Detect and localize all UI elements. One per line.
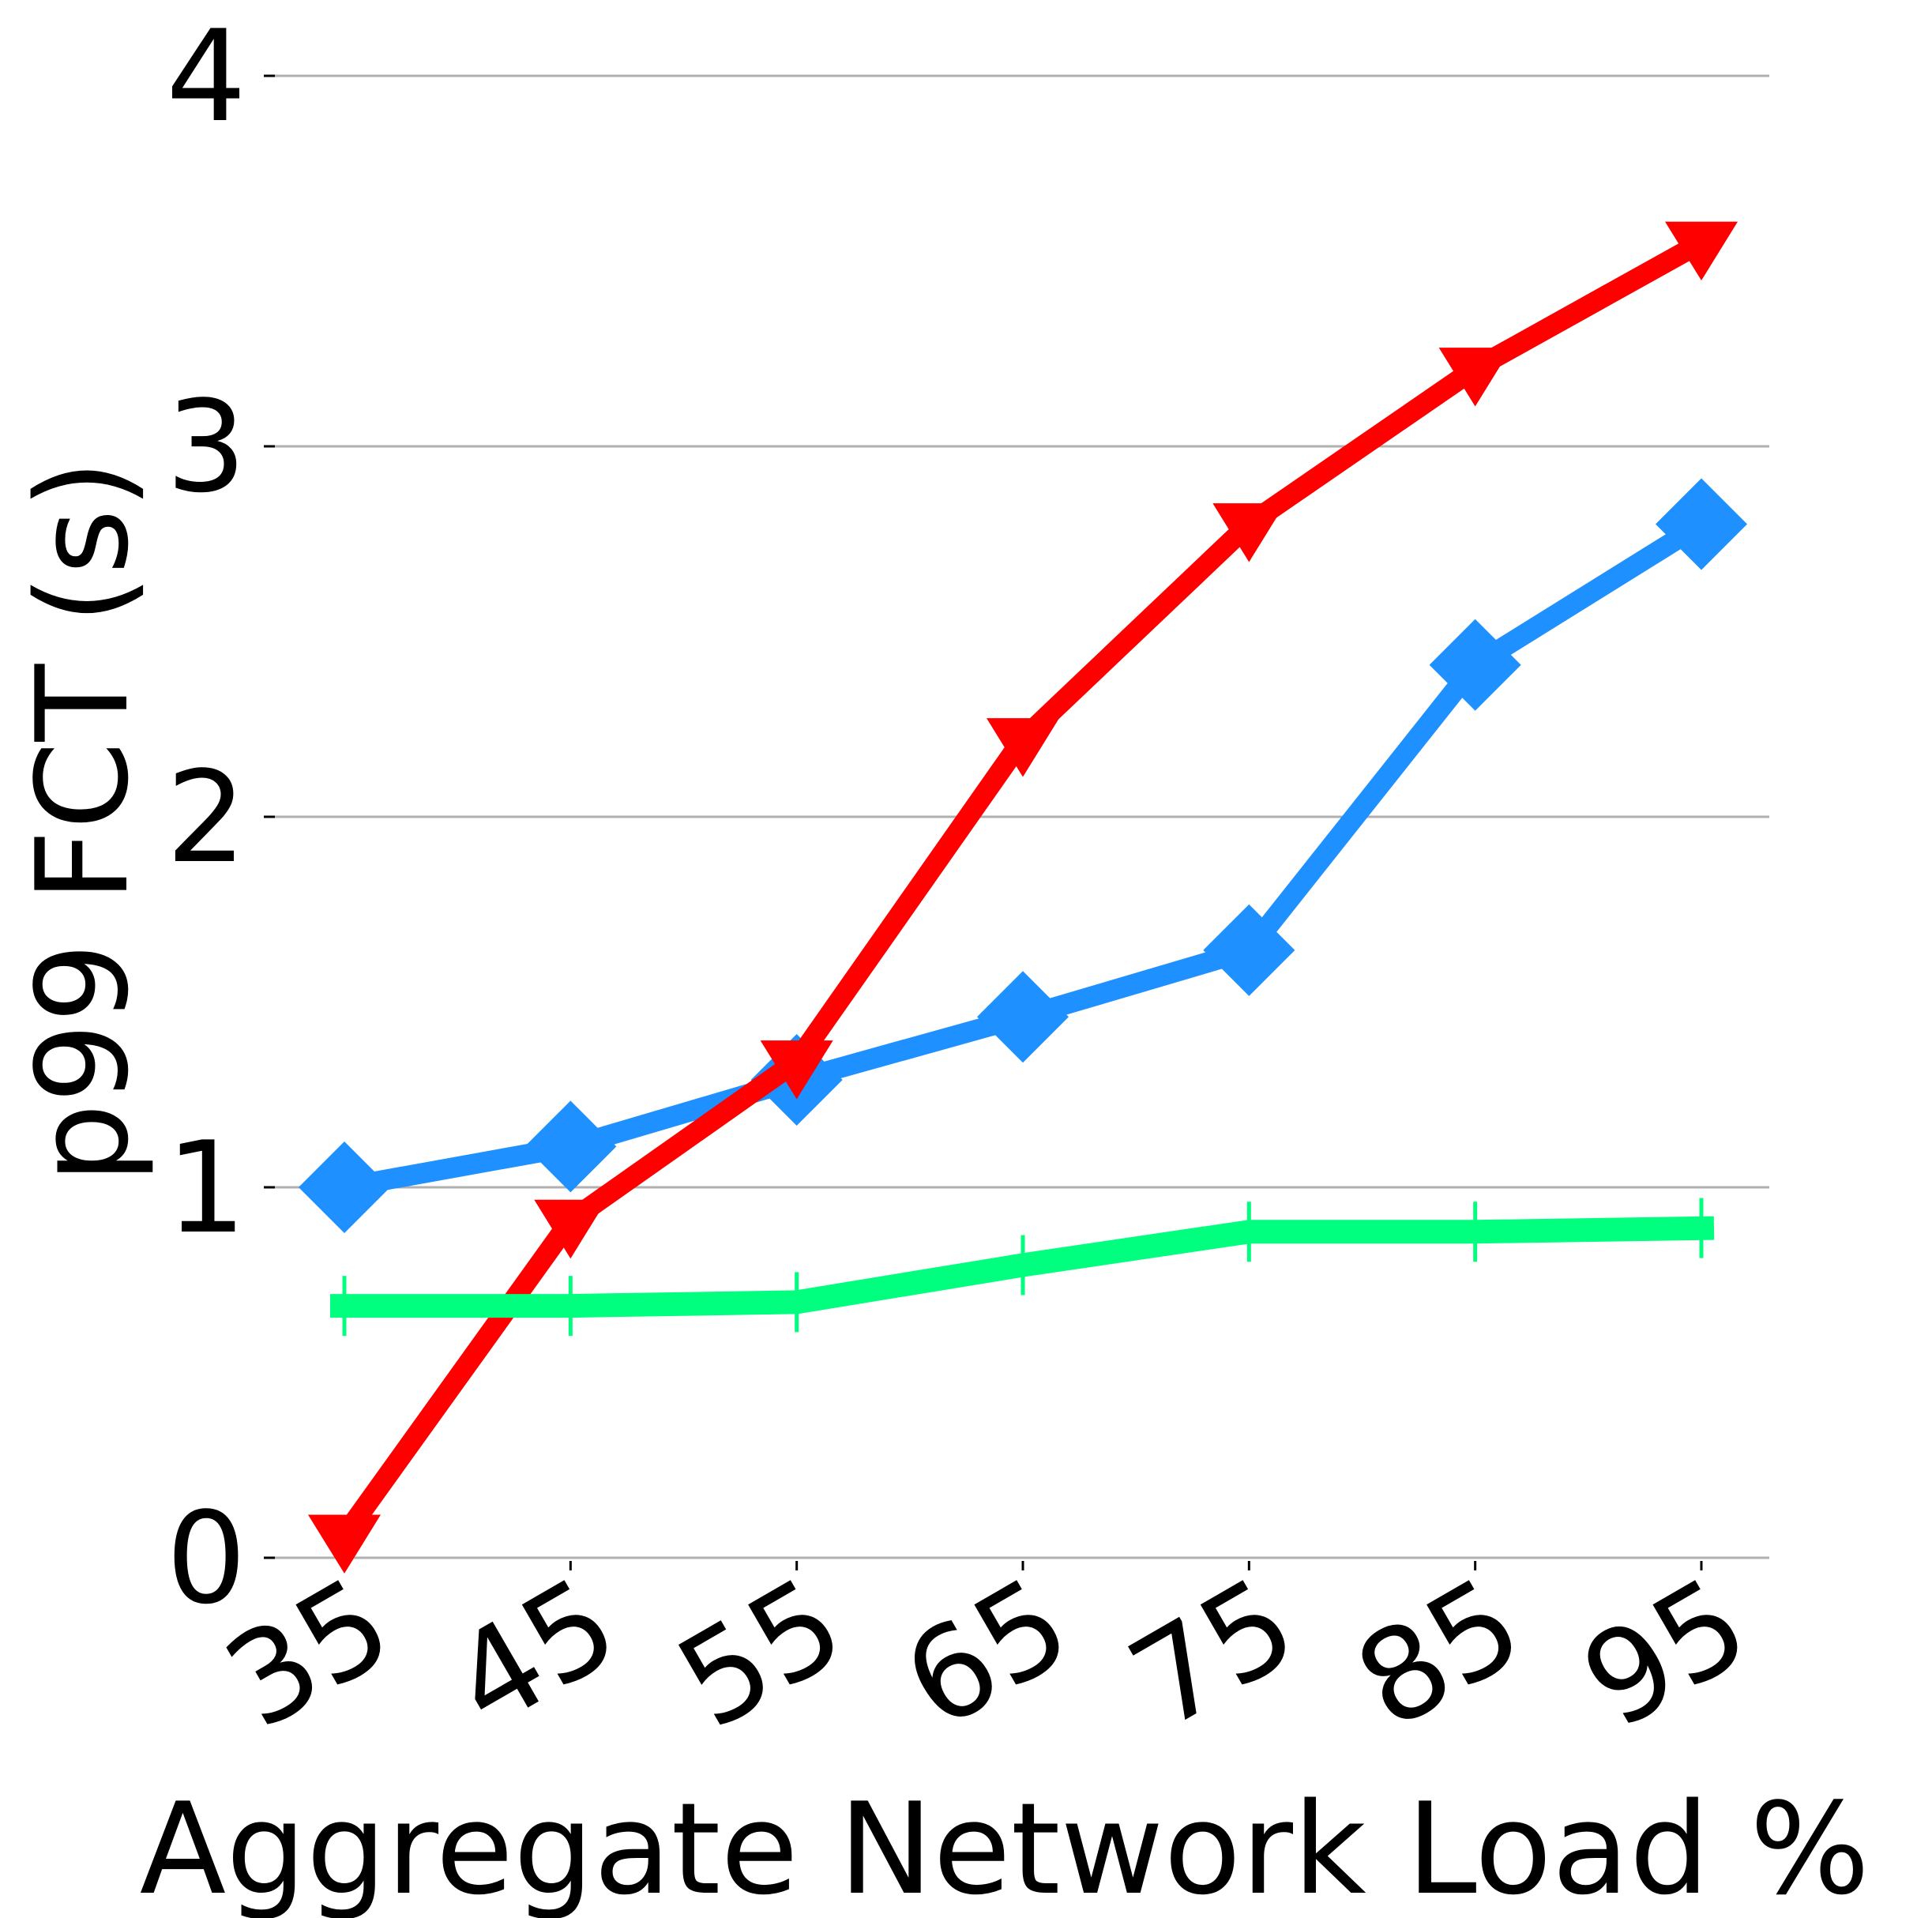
series-1 xyxy=(318,501,1728,1214)
x-tick-label: 75 xyxy=(1107,1549,1320,1758)
y-axis-label: p99 FCT (s) xyxy=(9,460,156,1184)
y-tick-label: 3 xyxy=(166,373,246,521)
series-3 xyxy=(308,221,1738,1574)
data-point xyxy=(524,1100,617,1193)
y-tick-label: 4 xyxy=(166,2,246,150)
series-2 xyxy=(299,478,1747,1233)
data-point xyxy=(1656,478,1747,570)
data-point xyxy=(308,1514,381,1574)
x-tick-label: 85 xyxy=(1332,1549,1546,1758)
data-point xyxy=(987,718,1059,777)
series-4 xyxy=(330,1198,1715,1337)
data-point xyxy=(1429,619,1521,711)
grid-lines xyxy=(272,74,1769,1559)
x-axis-label: Aggregate Network Load % xyxy=(140,1775,1870,1918)
data-point xyxy=(760,1040,833,1100)
y-tick-label: 1 xyxy=(166,1114,246,1262)
data-point xyxy=(1203,904,1295,996)
data-point xyxy=(977,971,1069,1063)
series-line xyxy=(336,233,1707,1542)
data-point xyxy=(1438,348,1512,407)
x-tick-label: 55 xyxy=(654,1549,867,1758)
y-axis: 0 1 2 3 4 xyxy=(166,2,275,1632)
x-axis: 35 45 55 65 75 85 95 xyxy=(201,1549,1772,1758)
x-tick-label: 65 xyxy=(880,1549,1093,1758)
data-point xyxy=(1665,221,1738,281)
series-group xyxy=(299,221,1747,1574)
y-tick-label: 0 xyxy=(166,1484,246,1632)
series-line xyxy=(342,515,1707,1198)
data-point xyxy=(1212,503,1286,562)
data-point xyxy=(534,1199,607,1259)
x-tick-label: 45 xyxy=(428,1549,641,1758)
data-point xyxy=(299,1141,390,1233)
y-tick-label: 2 xyxy=(166,743,246,891)
x-tick-label: 95 xyxy=(1558,1549,1772,1758)
series-line xyxy=(344,524,1704,1191)
